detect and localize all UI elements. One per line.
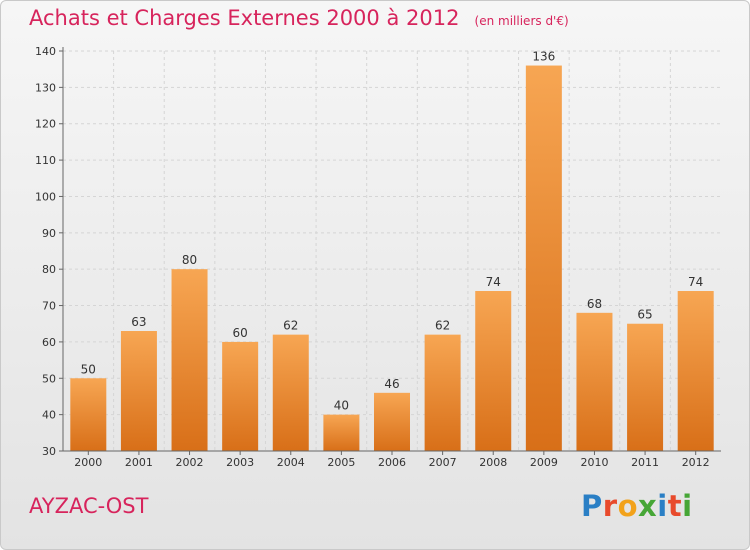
bar — [222, 341, 259, 451]
bar — [120, 331, 157, 451]
y-tick-label: 130 — [35, 81, 56, 94]
bar-value-label: 80 — [182, 253, 197, 267]
y-tick-label: 40 — [42, 409, 56, 422]
bar — [272, 334, 309, 451]
axes — [59, 47, 721, 455]
x-tick-label: 2004 — [277, 456, 305, 469]
bar — [374, 392, 410, 451]
bar-value-label: 65 — [637, 308, 652, 322]
y-tick-label: 100 — [35, 190, 56, 203]
x-tick-label: 2010 — [580, 456, 608, 469]
y-tick-label: 140 — [35, 45, 56, 58]
x-tick-label: 2003 — [226, 456, 254, 469]
x-tick-label: 2009 — [530, 456, 558, 469]
bar-value-label: 136 — [532, 50, 555, 64]
bar-value-label: 60 — [233, 326, 248, 340]
bars — [70, 65, 714, 451]
chart-unit: (en milliers d'€) — [474, 14, 569, 28]
grid-lines — [63, 50, 721, 451]
x-tick-label: 2008 — [479, 456, 507, 469]
proxiti-logo: Proxiti — [581, 489, 693, 523]
y-tick-label: 70 — [42, 300, 56, 313]
x-tick-label: 2012 — [682, 456, 710, 469]
y-tick-label: 110 — [35, 154, 56, 167]
labels: 30 40 50 60 70 80 90 100 110 120 130 140 50 2000 63 200… — [35, 45, 710, 469]
bar-value-label: 40 — [334, 399, 349, 413]
place-name: AYZAC-OST — [29, 494, 149, 518]
y-tick-label: 80 — [42, 263, 56, 276]
bar-value-label: 62 — [283, 319, 298, 333]
logo-letter: r — [602, 489, 618, 523]
bar — [70, 378, 107, 451]
y-tick-label: 50 — [42, 372, 56, 385]
bar — [576, 312, 613, 451]
x-tick-label: 2006 — [378, 456, 406, 469]
bar-value-label: 68 — [587, 297, 602, 311]
x-tick-label: 2001 — [125, 456, 153, 469]
bar-value-label: 74 — [486, 275, 501, 289]
bar — [424, 334, 461, 451]
logo-letter: i — [657, 489, 668, 523]
bar-value-label: 63 — [131, 315, 146, 329]
y-tick-label: 90 — [42, 227, 56, 240]
x-tick-label: 2011 — [631, 456, 659, 469]
bar — [677, 291, 714, 451]
bar-value-label: 50 — [81, 362, 96, 376]
chart-title: Achats et Charges Externes 2000 à 2012 — [29, 6, 460, 30]
bar — [627, 323, 664, 451]
bar — [171, 269, 208, 451]
logo-letter: P — [581, 489, 603, 523]
x-tick-label: 2002 — [176, 456, 204, 469]
bar-value-label: 62 — [435, 319, 450, 333]
logo-letter: t — [667, 489, 683, 523]
logo-letter: i — [682, 489, 693, 523]
chart-header: Achats et Charges Externes 2000 à 2012 (… — [29, 6, 569, 30]
logo-letter: o — [617, 489, 639, 523]
bar — [525, 65, 562, 451]
x-tick-label: 2005 — [327, 456, 355, 469]
x-tick-label: 2007 — [429, 456, 457, 469]
y-tick-label: 60 — [42, 336, 56, 349]
bar — [323, 414, 360, 451]
y-tick-label: 30 — [42, 445, 56, 458]
x-tick-label: 2000 — [74, 456, 102, 469]
bar-value-label: 46 — [384, 377, 399, 391]
bar — [475, 291, 512, 451]
logo-letter: x — [638, 489, 658, 523]
y-tick-label: 120 — [35, 118, 56, 131]
bar-value-label: 74 — [688, 275, 703, 289]
